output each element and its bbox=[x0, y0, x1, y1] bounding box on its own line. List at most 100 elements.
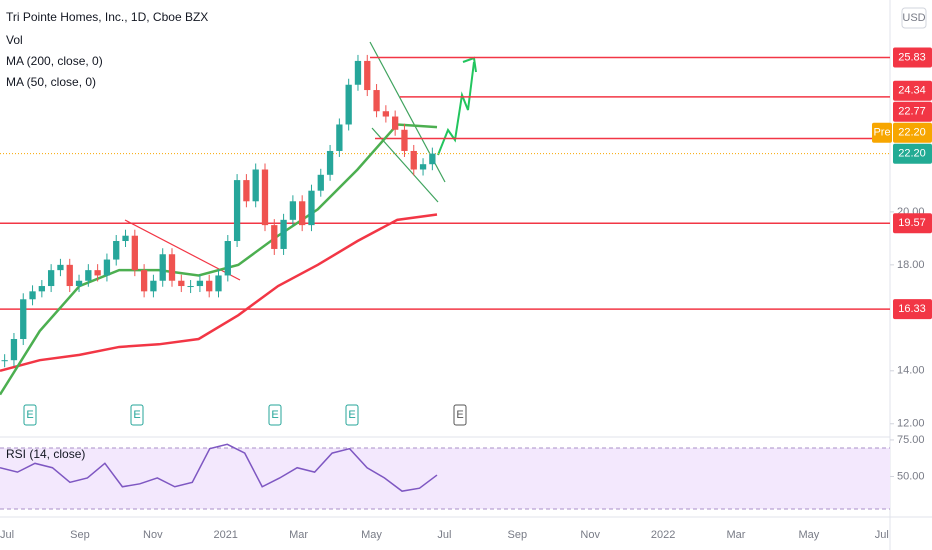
candle bbox=[66, 264, 73, 287]
y-tick-label: 18.00 bbox=[897, 259, 925, 271]
x-tick-label: Sep bbox=[70, 529, 90, 541]
price-tag bbox=[893, 299, 932, 320]
candle bbox=[364, 60, 371, 91]
price-tag-label: 16.33 bbox=[898, 303, 926, 315]
candle bbox=[280, 219, 287, 249]
x-tick-label: Jul bbox=[875, 529, 889, 541]
candle bbox=[243, 180, 250, 202]
candle bbox=[401, 129, 408, 151]
earnings-label: E bbox=[26, 409, 33, 421]
earnings-label: E bbox=[271, 409, 278, 421]
candle bbox=[317, 174, 324, 191]
moving-average bbox=[0, 213, 438, 372]
x-tick-label: Mar bbox=[727, 529, 746, 541]
candle bbox=[410, 150, 417, 170]
rsi-line bbox=[0, 443, 438, 492]
earnings-badge bbox=[268, 404, 282, 426]
candle bbox=[94, 270, 101, 276]
candle bbox=[47, 270, 55, 287]
x-tick-label: 2021 bbox=[213, 529, 237, 541]
y-tick-label: 75.00 bbox=[897, 434, 925, 446]
rsi-band bbox=[0, 448, 890, 509]
volume-legend: Vol bbox=[6, 33, 23, 47]
x-tick-label: Jul bbox=[0, 529, 14, 541]
candle bbox=[345, 84, 352, 125]
candle bbox=[233, 180, 241, 242]
candle bbox=[113, 241, 120, 260]
candle bbox=[1, 360, 8, 362]
price-tag bbox=[893, 122, 932, 143]
candle bbox=[178, 280, 185, 287]
candle bbox=[429, 153, 436, 165]
candle bbox=[382, 111, 390, 117]
candle bbox=[10, 339, 18, 361]
x-tick-label: May bbox=[361, 529, 382, 541]
price-tag-label: 22.20 bbox=[898, 148, 926, 160]
candle bbox=[85, 270, 92, 281]
candle bbox=[392, 116, 399, 130]
chart-title: Tri Pointe Homes, Inc., 1D, Cboe BZX bbox=[6, 10, 208, 24]
candle bbox=[336, 124, 343, 151]
candle bbox=[187, 286, 194, 288]
candle bbox=[150, 280, 157, 292]
earnings-badge bbox=[130, 404, 144, 426]
price-tag-label: 25.83 bbox=[898, 51, 926, 63]
currency-box[interactable] bbox=[901, 7, 927, 29]
candle bbox=[289, 201, 297, 220]
y-tick-label: 50.00 bbox=[897, 470, 925, 482]
y-tick-label: 14.00 bbox=[897, 365, 925, 377]
candle bbox=[261, 169, 269, 226]
rsi-legend: RSI (14, close) bbox=[6, 447, 85, 461]
earnings-badge bbox=[345, 404, 359, 426]
candle bbox=[122, 235, 129, 242]
candle bbox=[354, 60, 362, 85]
candle bbox=[168, 254, 176, 281]
ma-legend: MA (50, close, 0) bbox=[6, 75, 96, 89]
x-tick-label: 2022 bbox=[651, 529, 675, 541]
price-tag bbox=[893, 213, 932, 234]
candle bbox=[326, 150, 334, 175]
x-tick-label: Jul bbox=[437, 529, 451, 541]
candle bbox=[206, 280, 213, 292]
candle bbox=[373, 90, 380, 112]
price-tag bbox=[893, 143, 932, 164]
pre-tag-label: Pre bbox=[873, 127, 890, 139]
x-tick-label: Nov bbox=[143, 529, 163, 541]
candle bbox=[20, 299, 27, 340]
candle bbox=[215, 275, 222, 292]
candle bbox=[75, 280, 83, 287]
y-tick-label: 12.00 bbox=[897, 418, 925, 430]
candle bbox=[29, 291, 36, 300]
price-tag-label: 24.34 bbox=[898, 85, 926, 97]
candle bbox=[252, 169, 259, 202]
pre-tag bbox=[872, 122, 892, 143]
candle bbox=[103, 259, 111, 276]
candle bbox=[419, 164, 427, 170]
candle bbox=[159, 254, 166, 281]
price-tag-label: 22.20 bbox=[898, 127, 926, 139]
earnings-label: E bbox=[456, 409, 463, 421]
price-tag bbox=[893, 47, 932, 68]
earnings-badge bbox=[453, 404, 467, 426]
earnings-label: E bbox=[133, 409, 140, 421]
projection-arrow bbox=[437, 61, 475, 156]
candle bbox=[271, 225, 278, 249]
earnings-badge bbox=[23, 404, 37, 426]
candle bbox=[299, 201, 306, 226]
x-tick-label: May bbox=[799, 529, 820, 541]
candle bbox=[196, 280, 204, 287]
price-tag bbox=[893, 80, 932, 101]
currency[interactable]: USD bbox=[902, 12, 925, 24]
candle bbox=[38, 286, 45, 292]
price-tag-label: 19.57 bbox=[898, 217, 926, 229]
price-tag-label: 22.77 bbox=[898, 106, 926, 118]
x-tick-label: Nov bbox=[580, 529, 600, 541]
ma-legend: MA (200, close, 0) bbox=[6, 54, 103, 68]
candle bbox=[224, 241, 231, 276]
candle bbox=[57, 264, 64, 271]
x-tick-label: Sep bbox=[508, 529, 528, 541]
candle bbox=[131, 235, 138, 271]
candle bbox=[308, 190, 315, 226]
candle bbox=[140, 270, 148, 292]
